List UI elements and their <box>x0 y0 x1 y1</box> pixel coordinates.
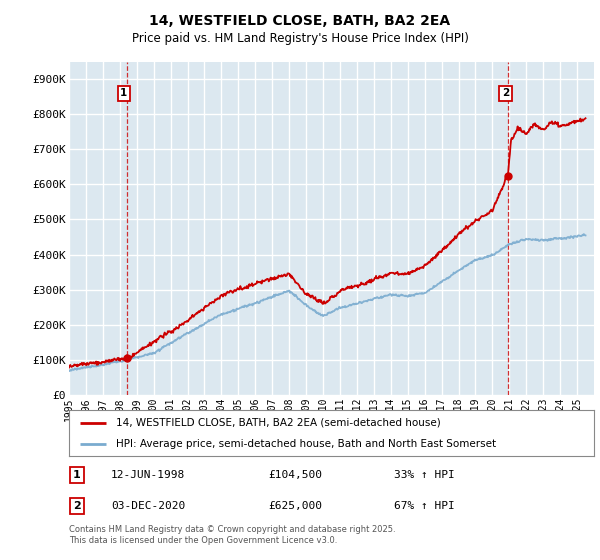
Text: 2: 2 <box>502 88 509 98</box>
Text: 14, WESTFIELD CLOSE, BATH, BA2 2EA: 14, WESTFIELD CLOSE, BATH, BA2 2EA <box>149 14 451 28</box>
Text: 1: 1 <box>73 470 81 480</box>
Text: 1: 1 <box>120 88 127 98</box>
Text: Contains HM Land Registry data © Crown copyright and database right 2025.
This d: Contains HM Land Registry data © Crown c… <box>69 525 395 545</box>
Text: Price paid vs. HM Land Registry's House Price Index (HPI): Price paid vs. HM Land Registry's House … <box>131 32 469 45</box>
Text: 03-DEC-2020: 03-DEC-2020 <box>111 501 185 511</box>
Text: £625,000: £625,000 <box>269 501 323 511</box>
Text: 12-JUN-1998: 12-JUN-1998 <box>111 470 185 480</box>
Text: 67% ↑ HPI: 67% ↑ HPI <box>395 501 455 511</box>
Text: HPI: Average price, semi-detached house, Bath and North East Somerset: HPI: Average price, semi-detached house,… <box>116 439 496 449</box>
Text: 2: 2 <box>73 501 81 511</box>
Text: 33% ↑ HPI: 33% ↑ HPI <box>395 470 455 480</box>
Text: £104,500: £104,500 <box>269 470 323 480</box>
Text: 14, WESTFIELD CLOSE, BATH, BA2 2EA (semi-detached house): 14, WESTFIELD CLOSE, BATH, BA2 2EA (semi… <box>116 418 441 428</box>
